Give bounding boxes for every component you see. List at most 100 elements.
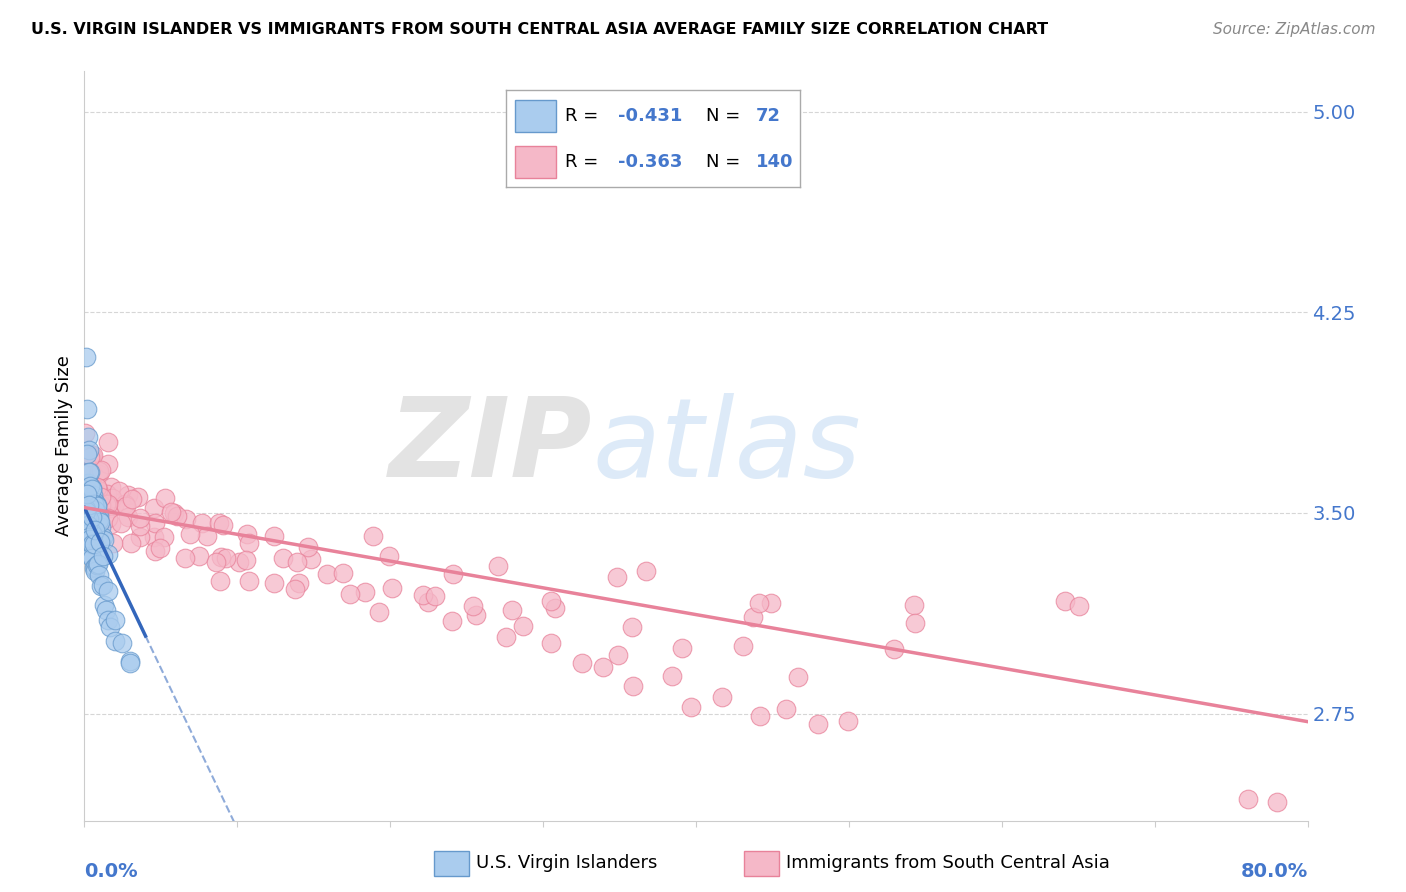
Point <box>76 447 98 461</box>
Point <box>191 516 214 531</box>
Point <box>76 487 98 501</box>
Point <box>77 476 100 491</box>
Point <box>288 576 311 591</box>
Point <box>238 536 260 550</box>
Point <box>883 642 905 657</box>
Point <box>606 570 628 584</box>
Point <box>79 450 101 464</box>
Point <box>127 490 149 504</box>
Point <box>84 559 107 574</box>
Point <box>104 633 127 648</box>
Text: U.S. Virgin Islanders: U.S. Virgin Islanders <box>475 855 657 872</box>
Point <box>87 467 110 481</box>
Point <box>332 566 354 581</box>
Point <box>121 491 143 506</box>
Point <box>540 636 562 650</box>
Point <box>86 499 108 513</box>
Point <box>90 520 112 534</box>
Point <box>90 579 112 593</box>
Point <box>80 551 103 566</box>
Point <box>512 619 534 633</box>
Text: atlas: atlas <box>592 392 860 500</box>
Point <box>82 448 104 462</box>
Point <box>82 497 104 511</box>
Point <box>607 648 630 663</box>
Point <box>368 605 391 619</box>
Point <box>91 501 114 516</box>
Point <box>97 613 120 627</box>
Point <box>76 518 98 533</box>
Point <box>208 574 231 588</box>
Point <box>97 510 120 524</box>
Point <box>79 549 101 563</box>
Point <box>91 530 114 544</box>
Point <box>711 690 734 705</box>
Point <box>495 630 517 644</box>
Point <box>143 516 166 530</box>
Point <box>143 543 166 558</box>
Point <box>621 620 644 634</box>
Point <box>76 401 98 416</box>
Point <box>87 513 110 527</box>
Point <box>263 576 285 591</box>
Point <box>82 483 104 497</box>
Point <box>621 679 644 693</box>
Point <box>91 549 114 564</box>
Y-axis label: Average Family Size: Average Family Size <box>55 356 73 536</box>
Point <box>98 500 121 515</box>
Point <box>166 508 188 523</box>
Point <box>679 700 702 714</box>
Point <box>79 476 101 491</box>
Point <box>79 465 101 479</box>
Point <box>787 670 810 684</box>
Point <box>76 511 98 525</box>
Point <box>89 516 111 530</box>
Point <box>263 529 285 543</box>
Point <box>83 528 105 542</box>
Point <box>79 447 101 461</box>
Point <box>76 460 98 475</box>
Point <box>77 546 100 560</box>
Point <box>149 852 172 866</box>
Point <box>904 616 927 631</box>
Point <box>100 480 122 494</box>
Point <box>84 564 107 578</box>
Point <box>228 555 250 569</box>
Point <box>82 529 104 543</box>
Point <box>75 425 97 440</box>
Point <box>1053 593 1076 607</box>
Point <box>77 531 100 545</box>
Point <box>142 530 165 544</box>
Point <box>114 497 136 511</box>
Point <box>129 530 152 544</box>
Text: U.S. VIRGIN ISLANDER VS IMMIGRANTS FROM SOUTH CENTRAL ASIA AVERAGE FAMILY SIZE C: U.S. VIRGIN ISLANDER VS IMMIGRANTS FROM … <box>31 22 1047 37</box>
Point <box>80 503 103 517</box>
Point <box>97 435 120 450</box>
Point <box>671 640 693 655</box>
Point <box>110 516 132 530</box>
Point <box>285 555 308 569</box>
Point <box>86 498 108 512</box>
Point <box>87 506 110 520</box>
Point <box>1067 599 1090 613</box>
Text: 80.0%: 80.0% <box>1240 862 1308 881</box>
Point <box>82 449 104 463</box>
Point <box>75 351 97 365</box>
Point <box>129 518 152 533</box>
Point <box>634 564 657 578</box>
Point <box>86 480 108 494</box>
Point <box>118 657 141 671</box>
Point <box>544 601 567 615</box>
Point <box>271 550 294 565</box>
Point <box>97 457 120 471</box>
Point <box>104 613 127 627</box>
Point <box>94 603 117 617</box>
Point <box>179 527 201 541</box>
Point <box>82 488 104 502</box>
Point <box>128 511 150 525</box>
Point <box>215 551 238 566</box>
Point <box>903 599 925 613</box>
Point <box>187 549 209 563</box>
Text: Source: ZipAtlas.com: Source: ZipAtlas.com <box>1212 22 1375 37</box>
Point <box>301 552 323 566</box>
